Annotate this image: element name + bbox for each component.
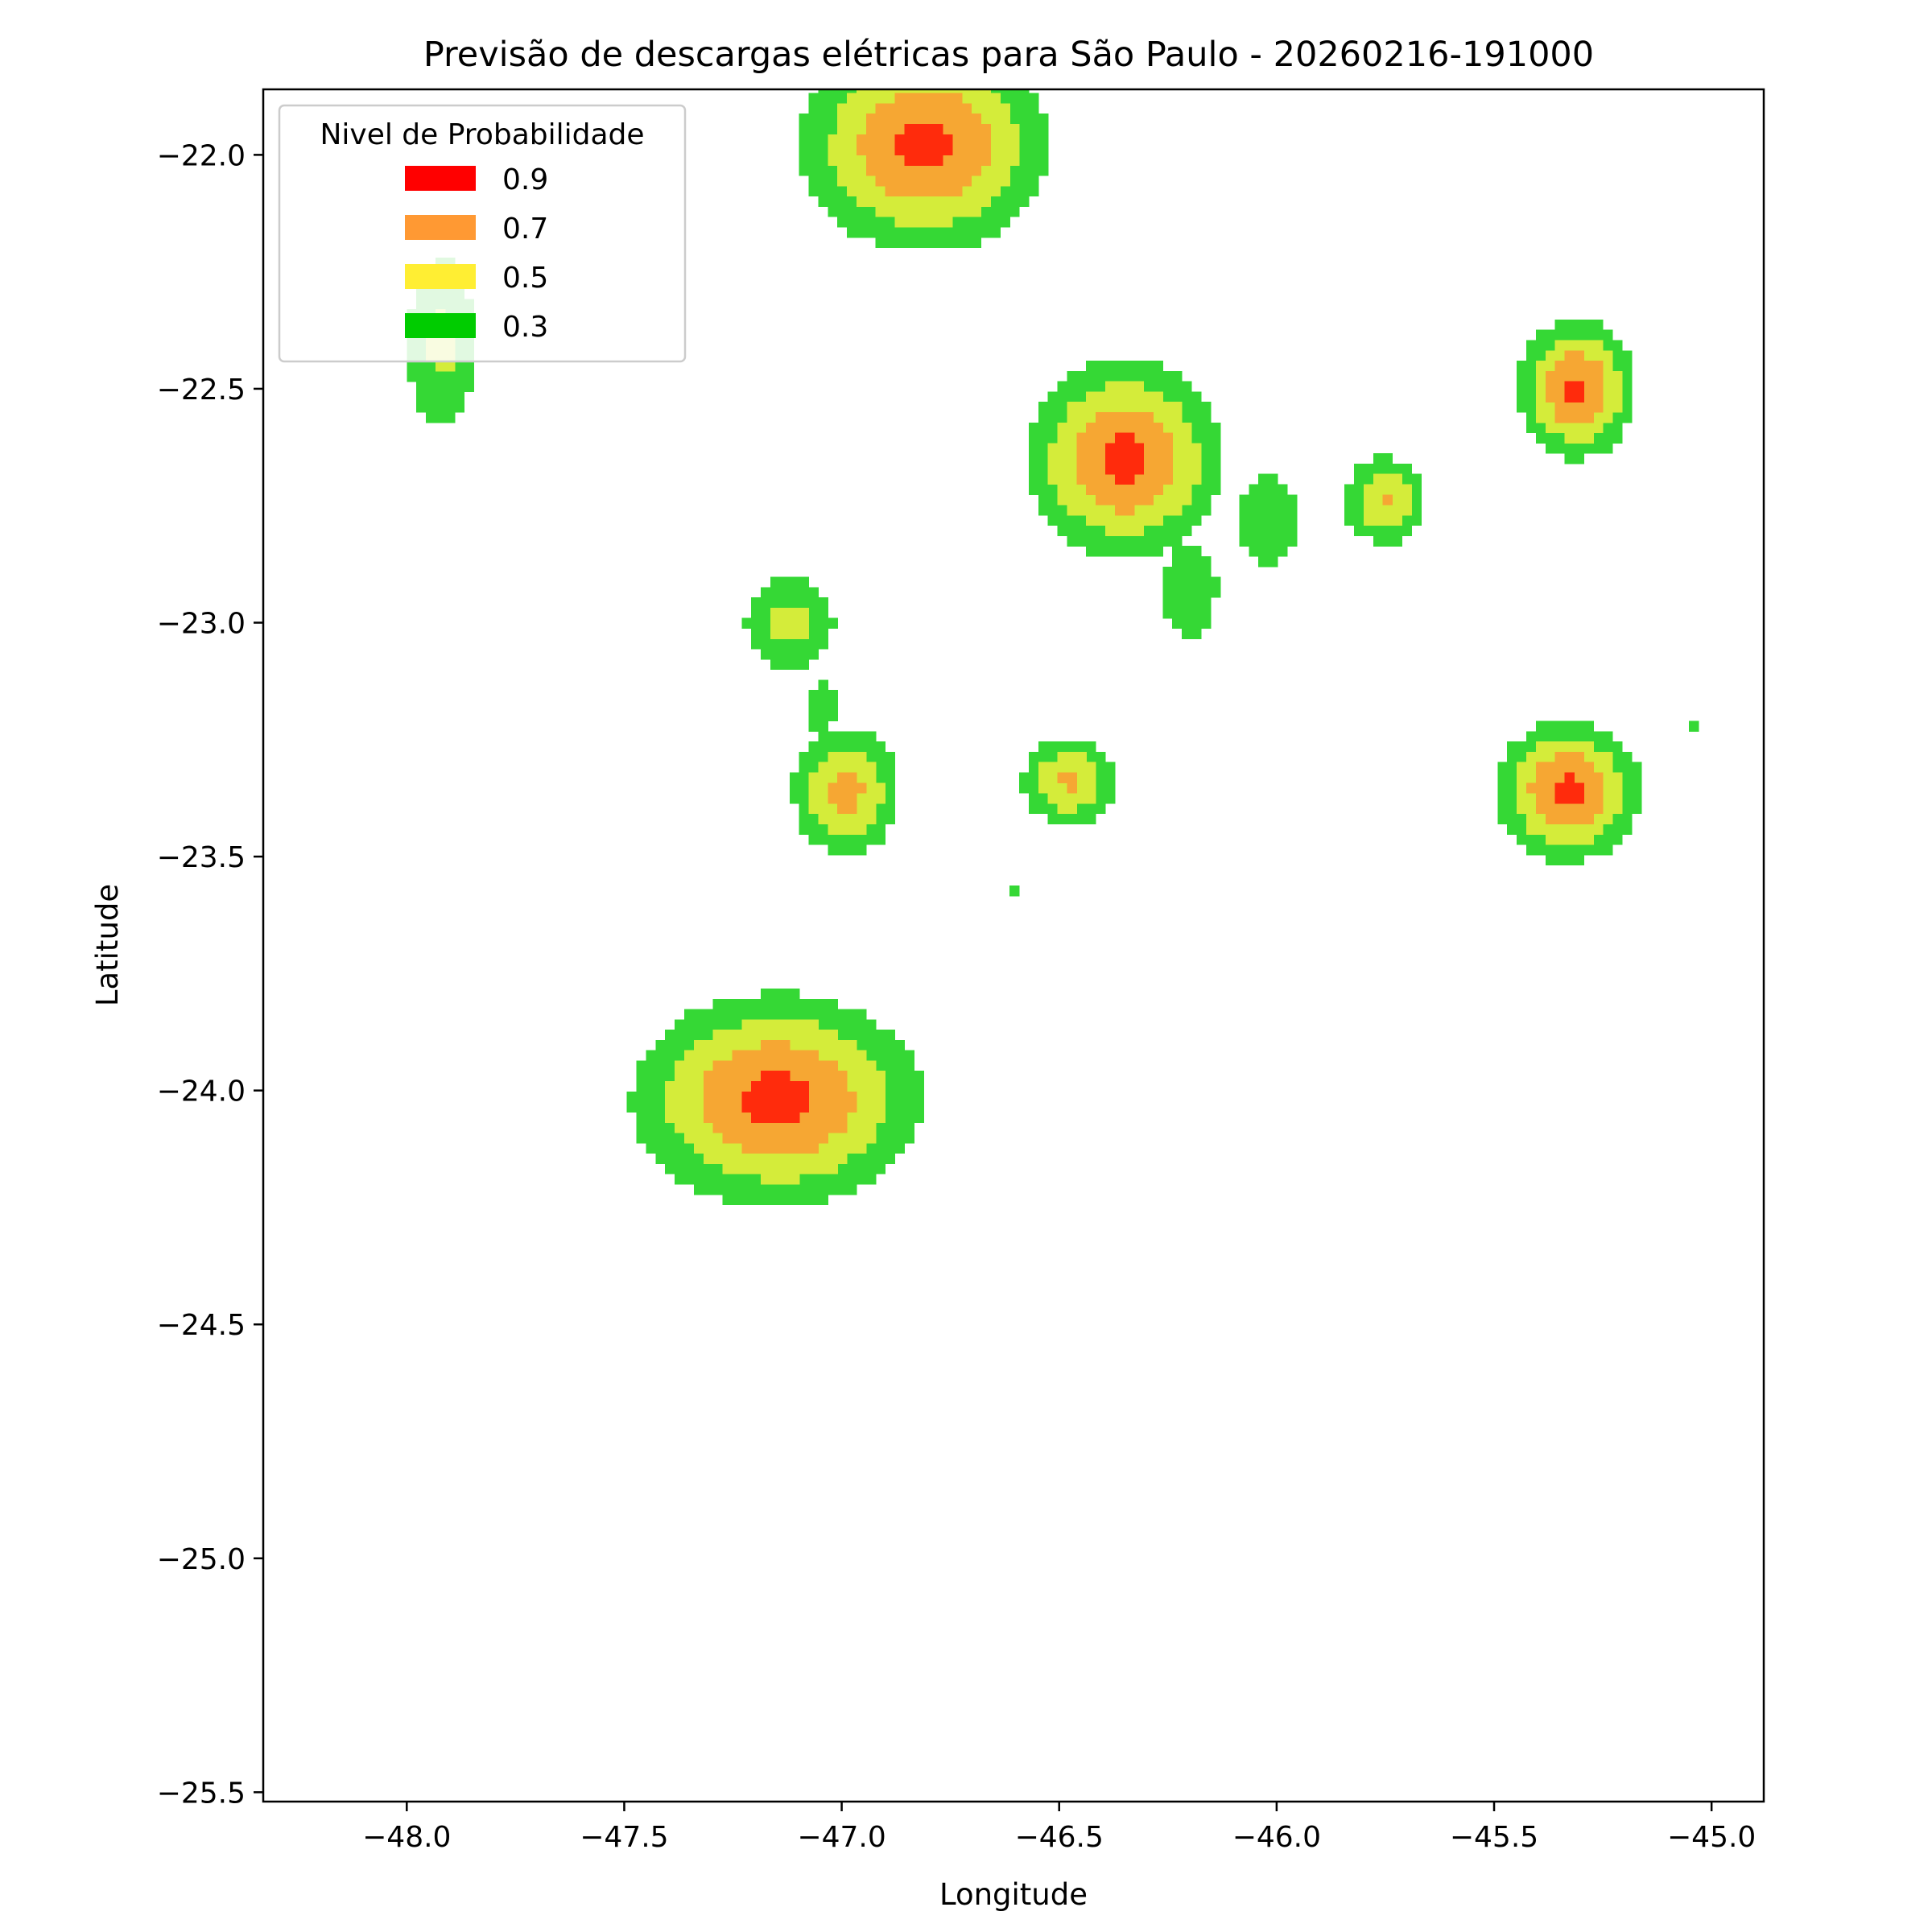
legend-entry-label: 0.3 xyxy=(502,311,548,344)
x-tick-label: −46.0 xyxy=(1232,1821,1321,1854)
legend-swatch xyxy=(405,313,476,338)
chart-title: Previsão de descargas elétricas para São… xyxy=(423,35,1594,75)
x-tick-label: −47.0 xyxy=(797,1821,886,1854)
x-tick-label: −47.5 xyxy=(580,1821,668,1854)
y-tick-label: −23.5 xyxy=(157,841,246,874)
plot-frame xyxy=(262,88,1765,1803)
y-axis-ticks: −22.0 −22.5 −23.0 −23.5 −24.0 −24.5 −25.0 −25.5 xyxy=(157,139,263,1810)
y-tick-label: −24.5 xyxy=(157,1309,246,1342)
legend: Nivel de Probabilidade 0.9 0.7 0.5 0.3 xyxy=(278,104,687,363)
x-tick-label: −46.5 xyxy=(1015,1821,1104,1854)
x-axis-label: Longitude xyxy=(939,1877,1088,1912)
x-tick-label: −48.0 xyxy=(362,1821,451,1854)
legend-box xyxy=(278,104,687,363)
legend-swatch xyxy=(405,264,476,289)
y-tick-label: −22.5 xyxy=(157,374,246,407)
legend-swatch xyxy=(405,215,476,240)
y-axis-label: Latitude xyxy=(90,884,125,1006)
legend-entry-label: 0.7 xyxy=(502,213,548,246)
y-tick-label: −25.5 xyxy=(157,1777,246,1810)
y-tick-label: −24.0 xyxy=(157,1075,246,1108)
legend-entry-label: 0.5 xyxy=(502,262,548,295)
y-tick-label: −22.0 xyxy=(157,139,246,172)
legend-entry-label: 0.9 xyxy=(502,163,548,196)
x-tick-label: −45.0 xyxy=(1667,1821,1756,1854)
y-tick-label: −25.0 xyxy=(157,1543,246,1576)
legend-swatch xyxy=(405,166,476,191)
x-axis-ticks: −48.0 −47.5 −47.0 −46.5 −46.0 −45.5 −45.0 xyxy=(362,1802,1756,1854)
y-tick-label: −23.0 xyxy=(157,608,246,641)
x-tick-label: −45.5 xyxy=(1450,1821,1538,1854)
legend-title: Nivel de Probabilidade xyxy=(320,118,644,151)
